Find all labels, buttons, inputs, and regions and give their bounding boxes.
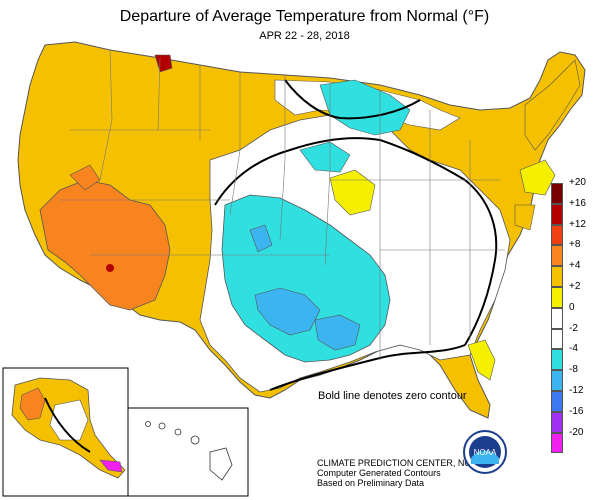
legend-row: -8	[551, 364, 609, 391]
legend-swatch	[551, 224, 563, 246]
legend-label: +4	[569, 260, 581, 272]
cold-core-texas	[314, 314, 361, 351]
cool-anomaly-nebraska	[299, 141, 351, 173]
legend-swatch	[551, 328, 563, 350]
legend-row: -20	[551, 427, 609, 454]
alaska-zero-contour	[44, 397, 91, 453]
credits-line-3: Based on Preliminary Data	[317, 478, 425, 488]
cold-core-oklahoma	[254, 287, 321, 336]
warm-anomaly-northeast	[524, 59, 581, 151]
zero-contour-north	[284, 79, 421, 120]
legend-row: +12	[551, 219, 609, 246]
legend-label: +12	[569, 218, 586, 230]
noaa-logo-text: NOAA	[474, 448, 497, 457]
legend-label: -16	[569, 405, 584, 417]
legend-swatch	[551, 349, 563, 371]
legend-row: +8	[551, 239, 609, 267]
hot-spot-arizona	[106, 264, 114, 272]
state-borders	[60, 49, 505, 360]
date-range: APR 22 - 28, 2018	[259, 30, 350, 42]
legend-label: -4	[569, 343, 578, 355]
warm-anomaly-mid-atlantic	[519, 159, 556, 196]
legend-row: +2	[551, 281, 609, 308]
legend-swatch	[551, 183, 563, 204]
temperature-legend: +20 +16 +12 +8 +4 +2 0 -2 -4 -8 -12 -16 -20	[551, 177, 609, 454]
legend-label: -20	[569, 426, 584, 438]
warm-anomaly-virginia	[514, 204, 536, 231]
legend-label: -12	[569, 384, 584, 396]
legend-swatch	[551, 307, 563, 329]
alaska-near-normal	[49, 399, 89, 441]
hot-spot-montana	[154, 54, 173, 73]
legend-swatch	[551, 245, 563, 267]
map-title: Departure of Average Temperature from No…	[119, 8, 490, 25]
legend-label: -8	[569, 364, 578, 376]
legend-swatch	[551, 390, 563, 412]
legend-row: -2	[551, 323, 609, 350]
legend-row: +4	[551, 260, 609, 287]
legend-label: 0	[569, 301, 575, 313]
legend-swatch	[551, 432, 563, 454]
alaska-cool-spot	[99, 459, 123, 473]
warm-anomaly-midwest	[329, 169, 376, 216]
legend-row: +20	[551, 177, 609, 204]
legend-swatch	[551, 266, 563, 287]
legend-row: -16	[551, 406, 609, 433]
cool-anomaly-great-lakes	[319, 79, 411, 136]
legend-swatch	[551, 370, 563, 391]
alaska-warm-anomaly	[19, 387, 46, 421]
warm-anomaly-southwest	[39, 179, 171, 311]
hawaii-inset-frame	[127, 407, 249, 497]
legend-row: 0	[551, 302, 609, 329]
hawaii-islands	[145, 421, 233, 481]
credits-block: CLIMATE PREDICTION CENTER, NOAA Computer…	[317, 458, 483, 488]
legend-swatch	[551, 286, 563, 308]
legend-label: -2	[569, 322, 578, 334]
legend-swatch	[551, 203, 563, 225]
warm-anomaly-florida	[467, 339, 496, 381]
cold-core-kansas	[249, 224, 273, 253]
legend-row: -4	[551, 343, 609, 371]
legend-swatch	[551, 411, 563, 433]
zero-contour-note: Bold line denotes zero contour	[318, 390, 467, 402]
legend-label: +8	[569, 239, 581, 251]
credits-line-1: CLIMATE PREDICTION CENTER, NOAA	[317, 458, 484, 468]
legend-row: -12	[551, 385, 609, 412]
legend-row: +16	[551, 198, 609, 225]
legend-label: +16	[569, 197, 586, 209]
zero-contour	[214, 137, 498, 346]
noaa-logo: NOAA	[463, 430, 507, 474]
legend-label: +20	[569, 177, 586, 188]
legend-label: +2	[569, 280, 581, 292]
credits-line-2: Computer Generated Contours	[317, 468, 441, 478]
